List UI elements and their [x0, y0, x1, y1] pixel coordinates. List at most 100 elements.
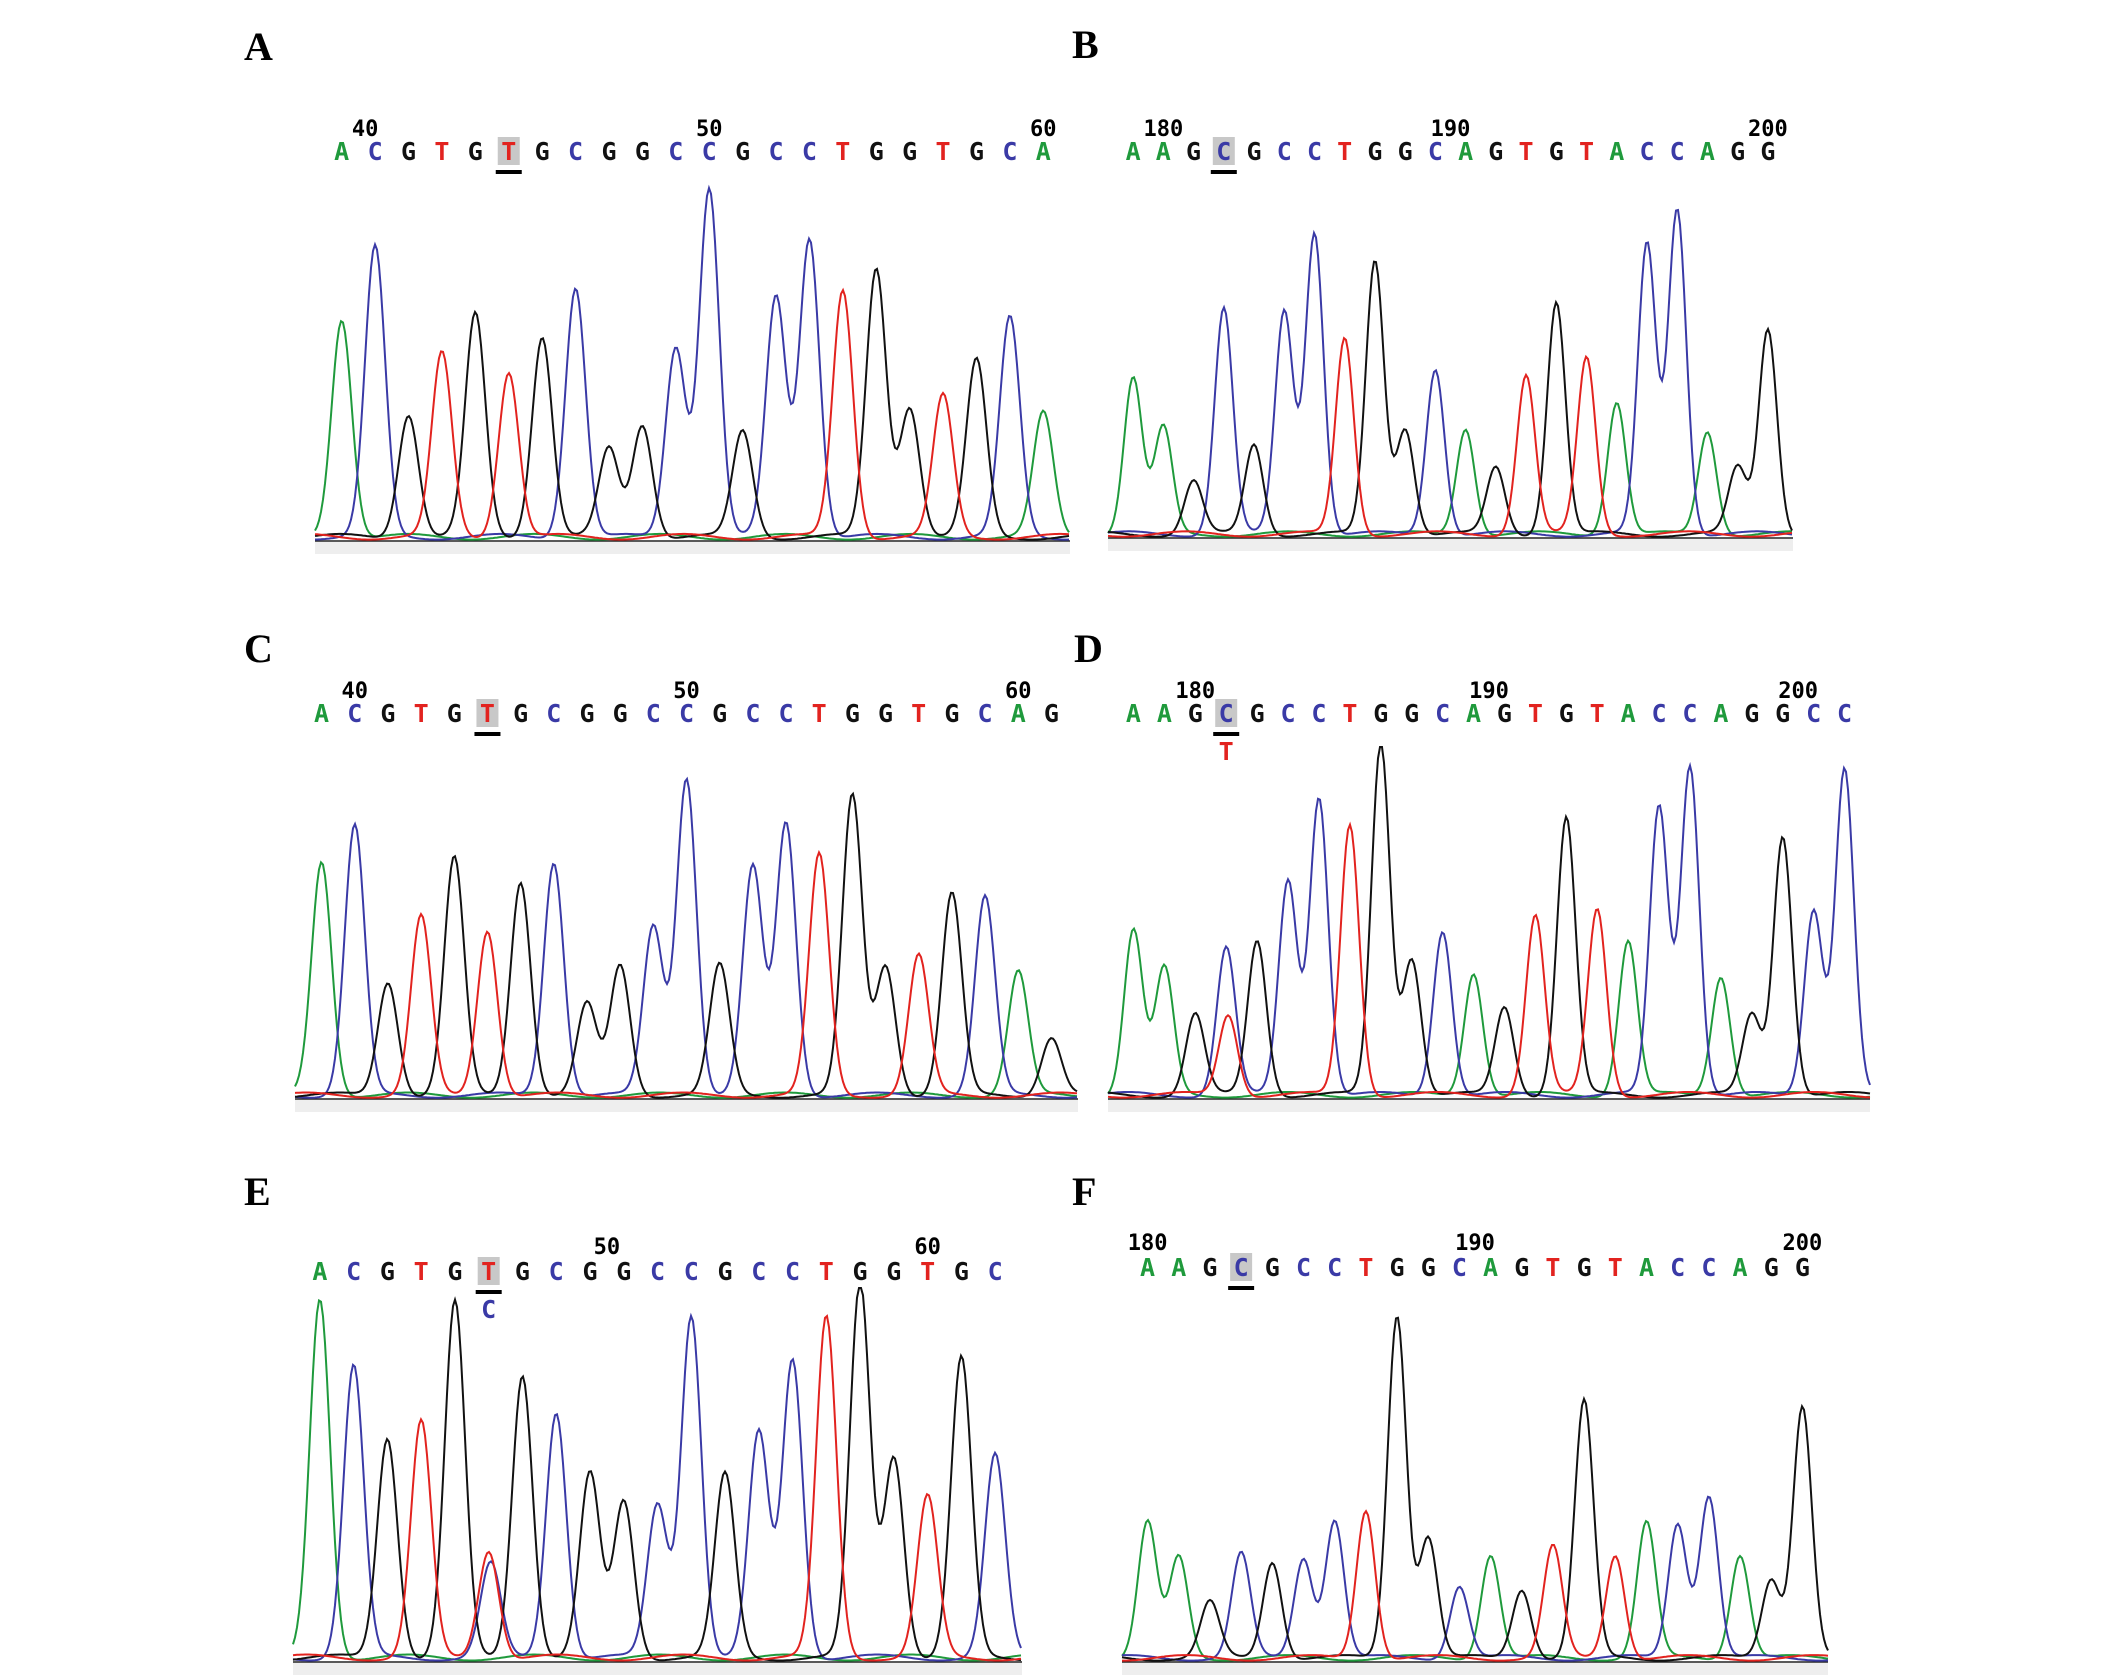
base-call-T: T	[1342, 699, 1357, 728]
baseline-band	[293, 1663, 1022, 1675]
base-call-G: G	[1186, 137, 1201, 166]
base-call-G: G	[845, 699, 860, 728]
highlighted-base-box	[497, 137, 520, 165]
base-call-A: A	[1011, 699, 1026, 728]
panel-label-D: D	[1074, 626, 1103, 671]
base-call-G: G	[954, 1257, 969, 1286]
baseline-band	[1108, 539, 1793, 551]
base-call-G: G	[616, 1257, 631, 1286]
base-call-T: T	[1337, 137, 1352, 166]
base-call-A: A	[1171, 1253, 1186, 1282]
base-call-T: T	[920, 1257, 935, 1286]
baseline-band	[1108, 1100, 1870, 1112]
base-call-G: G	[535, 137, 550, 166]
base-call-G: G	[1514, 1253, 1529, 1282]
position-tick-label: 50	[673, 679, 700, 704]
base-call-C: C	[768, 137, 783, 166]
base-call-A: A	[314, 699, 329, 728]
base-call-C: C	[1652, 699, 1667, 728]
base-call-A: A	[1036, 137, 1051, 166]
position-tick-label: 190	[1431, 117, 1471, 142]
base-call-G: G	[1549, 137, 1564, 166]
base-call-T: T	[1528, 699, 1543, 728]
base-call-G: G	[401, 137, 416, 166]
base-call-G: G	[1390, 1253, 1405, 1282]
base-call-G: G	[447, 1257, 462, 1286]
base-call-C: C	[1452, 1253, 1467, 1282]
base-call-G: G	[1246, 137, 1261, 166]
secondary-base-call: C	[481, 1295, 496, 1324]
base-call-G: G	[1398, 137, 1413, 166]
secondary-base-call: T	[1219, 737, 1234, 766]
base-call-C: C	[978, 699, 993, 728]
base-call-G: G	[878, 699, 893, 728]
base-call-C: C	[1296, 1253, 1311, 1282]
base-call-A: A	[1126, 699, 1141, 728]
base-call-C: C	[1311, 699, 1326, 728]
base-call-G: G	[1404, 699, 1419, 728]
position-tick-label: 200	[1778, 679, 1818, 704]
trace-C-panel-D	[1107, 761, 1871, 1099]
base-call-A: A	[1639, 1253, 1654, 1282]
highlighted-base-underline	[474, 732, 501, 736]
base-call-G: G	[853, 1257, 868, 1286]
base-call-C: C	[1670, 137, 1685, 166]
highlighted-base-box	[1230, 1253, 1253, 1281]
panel-label-B: B	[1072, 22, 1099, 67]
baseline-band	[1122, 1663, 1828, 1675]
baseline-band	[315, 542, 1070, 554]
base-call-A: A	[1466, 699, 1481, 728]
base-call-T: T	[819, 1257, 834, 1286]
base-call-G: G	[1421, 1253, 1436, 1282]
base-call-C: C	[568, 137, 583, 166]
base-call-C: C	[1701, 1253, 1716, 1282]
base-call-T: T	[501, 137, 516, 166]
base-call-C: C	[347, 699, 362, 728]
position-tick-label: 60	[914, 1235, 941, 1260]
base-call-G: G	[717, 1257, 732, 1286]
base-call-A: A	[334, 137, 349, 166]
position-tick-label: 200	[1783, 1231, 1823, 1256]
base-call-C: C	[1277, 137, 1292, 166]
trace-G-panel-D	[1107, 746, 1871, 1099]
base-call-C: C	[785, 1257, 800, 1286]
base-call-C: C	[1281, 699, 1296, 728]
base-call-G: G	[1367, 137, 1382, 166]
panel-label-A: A	[244, 24, 273, 69]
base-call-C: C	[1435, 699, 1450, 728]
trace-T-panel-F	[1122, 1509, 1829, 1662]
panel-label-F: F	[1072, 1169, 1096, 1214]
base-call-C: C	[346, 1257, 361, 1286]
base-call-T: T	[1519, 137, 1534, 166]
base-call-C: C	[702, 137, 717, 166]
trace-T-panel-E	[292, 1314, 1022, 1662]
highlighted-base-box	[1212, 137, 1235, 165]
base-call-C: C	[1234, 1253, 1249, 1282]
base-call-A: A	[1157, 699, 1172, 728]
highlighted-base-underline	[1210, 170, 1237, 174]
base-call-T: T	[936, 137, 951, 166]
trace-G-panel-E	[292, 1287, 1022, 1662]
base-call-A: A	[1156, 137, 1171, 166]
base-call-T: T	[434, 137, 449, 166]
base-call-C: C	[1428, 137, 1443, 166]
base-call-G: G	[1775, 699, 1790, 728]
base-call-C: C	[684, 1257, 699, 1286]
trace-G-panel-F	[1121, 1316, 1829, 1662]
position-tick-label: 60	[1005, 679, 1032, 704]
trace-T-panel-B	[1107, 336, 1793, 538]
base-call-T: T	[1590, 699, 1605, 728]
base-call-G: G	[1744, 699, 1759, 728]
baseline-band	[295, 1100, 1078, 1112]
base-call-C: C	[1837, 699, 1852, 728]
base-call-A: A	[1140, 1253, 1155, 1282]
base-call-C: C	[646, 699, 661, 728]
base-call-T: T	[1358, 1253, 1373, 1282]
base-call-C: C	[1219, 699, 1234, 728]
trace-T-panel-A	[314, 287, 1070, 541]
base-call-G: G	[1760, 137, 1775, 166]
base-call-C: C	[1216, 137, 1231, 166]
position-tick-label: 40	[342, 679, 369, 704]
base-call-G: G	[447, 699, 462, 728]
